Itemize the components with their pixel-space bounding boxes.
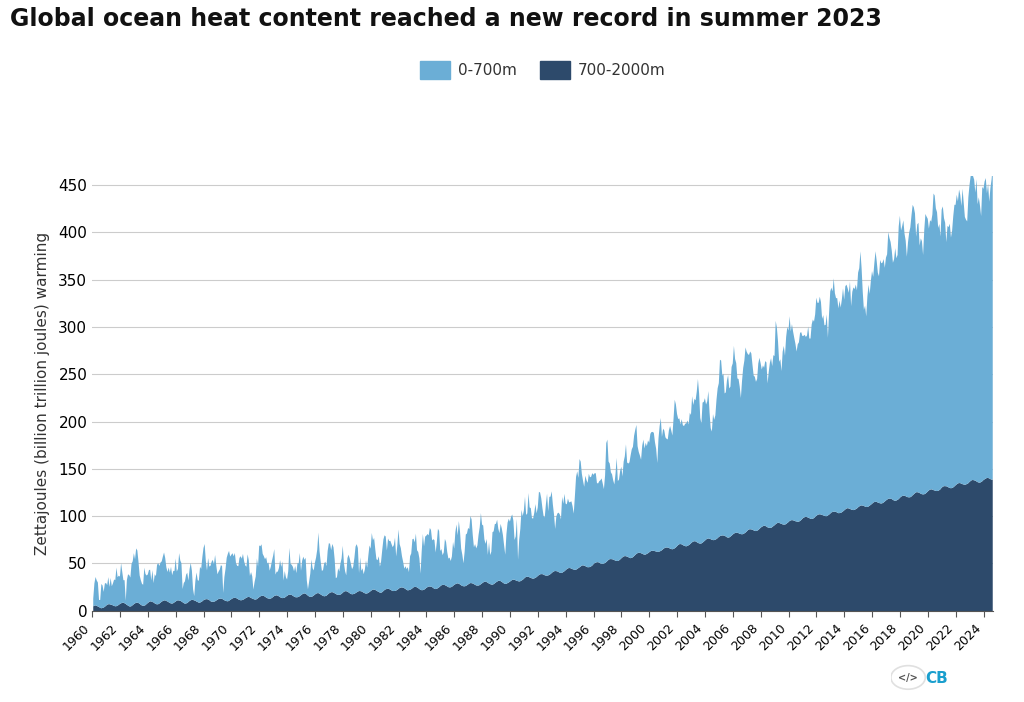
Y-axis label: Zettajoules (billion trillion joules) warming: Zettajoules (billion trillion joules) wa… [35,232,50,555]
Text: CB: CB [926,671,948,686]
Text: </>: </> [898,673,918,683]
Text: Global ocean heat content reached a new record in summer 2023: Global ocean heat content reached a new … [10,7,882,31]
Legend: 0-700m, 700-2000m: 0-700m, 700-2000m [420,61,666,79]
